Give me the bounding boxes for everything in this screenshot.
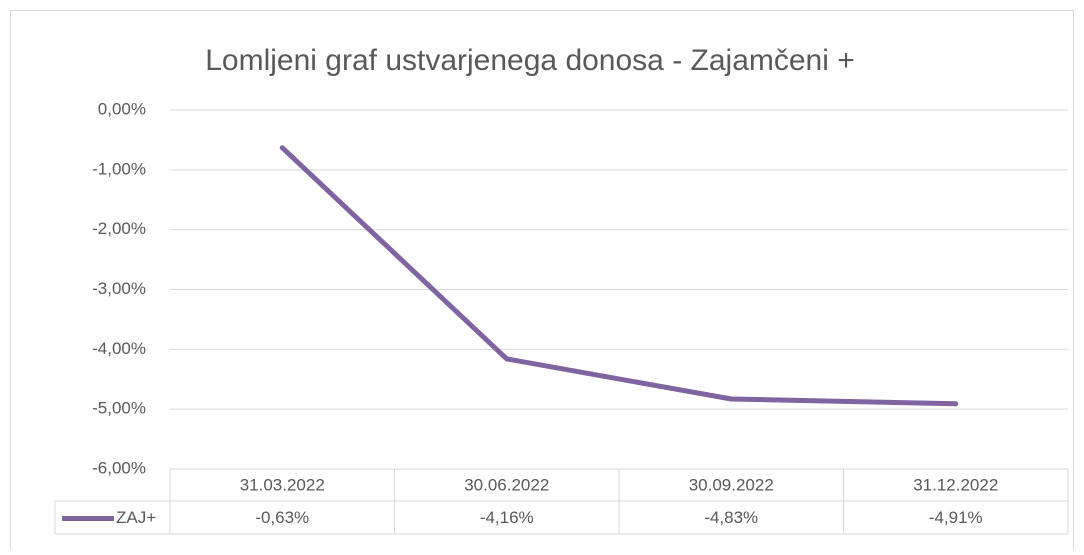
data-label: -0,63% bbox=[255, 508, 309, 527]
data-label: -4,83% bbox=[704, 508, 758, 527]
x-tick-label: 30.09.2022 bbox=[689, 475, 774, 494]
chart-frame bbox=[10, 10, 1074, 555]
y-tick-label: -1,00% bbox=[92, 159, 146, 178]
x-tick-label: 30.06.2022 bbox=[464, 475, 549, 494]
x-tick-label: 31.12.2022 bbox=[913, 475, 998, 494]
y-tick-label: -6,00% bbox=[92, 458, 146, 477]
y-tick-label: -2,00% bbox=[92, 219, 146, 238]
data-line bbox=[279, 145, 959, 407]
legend-label: ZAJ+ bbox=[116, 508, 156, 527]
y-tick-label: -5,00% bbox=[92, 399, 146, 418]
y-tick-label: -3,00% bbox=[92, 279, 146, 298]
x-tick-label: 31.03.2022 bbox=[240, 475, 325, 494]
data-label: -4,16% bbox=[480, 508, 534, 527]
data-label: -4,91% bbox=[929, 508, 983, 527]
chart-title: Lomljeni graf ustvarjenega donosa - Zaja… bbox=[205, 44, 855, 77]
y-tick-label: 0,00% bbox=[98, 99, 146, 118]
y-tick-label: -4,00% bbox=[92, 339, 146, 358]
